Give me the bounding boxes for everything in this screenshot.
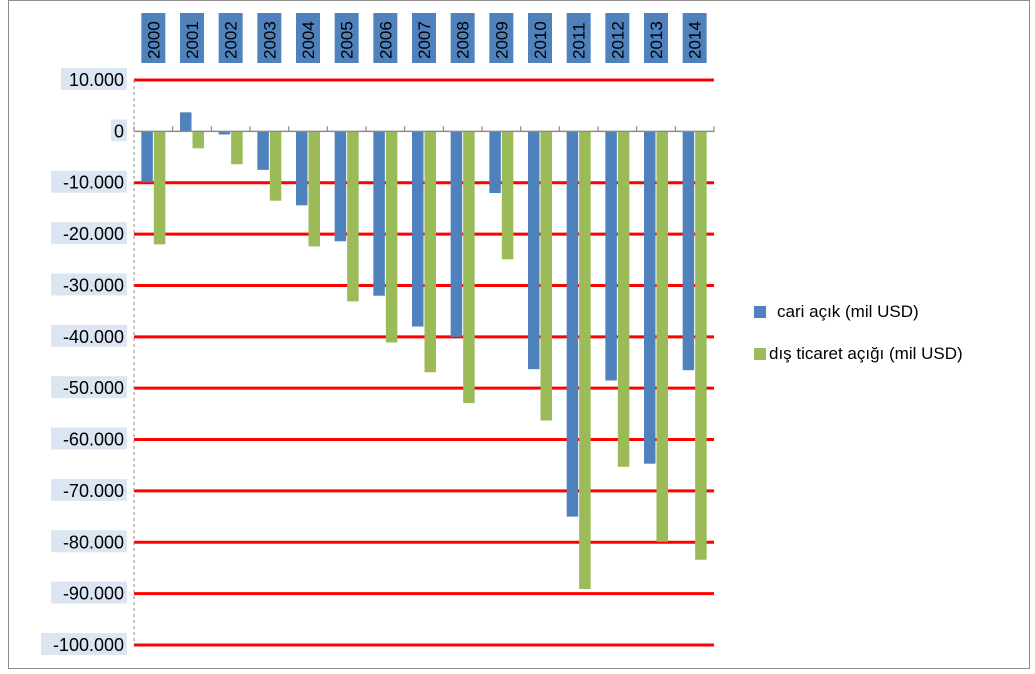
- bar: [682, 131, 695, 371]
- x-tick-label: 2009: [492, 21, 511, 59]
- x-tick-label-bg: [180, 13, 204, 63]
- bar: [373, 131, 385, 296]
- y-tick-label-bg: [51, 324, 127, 347]
- bar: [566, 131, 579, 517]
- legend-swatch: [754, 306, 766, 318]
- x-tick-label: 2013: [647, 21, 666, 59]
- bar: [463, 131, 475, 404]
- axes: [133, 80, 715, 645]
- x-tick-label-bg: [218, 13, 243, 63]
- y-tick-label: -90.000: [63, 584, 124, 604]
- y-tick-label-bg: [61, 68, 127, 90]
- y-tick-label: 10.000: [69, 70, 124, 90]
- y-tick-label-bg: [111, 119, 127, 142]
- y-tick-label-bg: [51, 170, 127, 193]
- bar: [605, 131, 617, 381]
- x-tick-label: 2001: [183, 21, 202, 59]
- y-tick-label-bg: [51, 222, 127, 245]
- y-tick-label: -10.000: [63, 173, 124, 193]
- legend-label: cari açık (mil USD): [777, 302, 919, 321]
- bar: [644, 131, 656, 464]
- bar: [296, 131, 308, 206]
- bar: [269, 131, 282, 201]
- bar: [347, 131, 359, 302]
- x-tick-label-bg: [334, 13, 359, 63]
- x-tick-label: 2003: [260, 21, 279, 59]
- x-tick-label-bg: [141, 13, 166, 63]
- x-tick-label: 2007: [415, 21, 434, 59]
- y-tick-label: -30.000: [63, 275, 124, 295]
- y-tick-label: -80.000: [63, 532, 124, 552]
- bar: [528, 131, 540, 370]
- y-tick-label-bg: [51, 478, 127, 501]
- y-tick-label-bg: [41, 633, 127, 655]
- x-tick-label: 2000: [144, 21, 163, 59]
- bar: [579, 131, 591, 590]
- x-tick-label: 2011: [570, 22, 589, 59]
- x-tick-label: 2005: [338, 21, 357, 59]
- bar: [695, 131, 707, 560]
- bar: [617, 131, 630, 467]
- bar: [385, 131, 398, 343]
- bar: [656, 131, 668, 542]
- bar: [540, 131, 552, 421]
- x-tick-label: 2012: [608, 21, 627, 59]
- x-tick-label: 2008: [454, 21, 473, 59]
- y-tick-label: -50.000: [63, 378, 124, 398]
- bars: [141, 112, 707, 590]
- y-tick-label: -70.000: [63, 481, 124, 501]
- x-tick-label-bg: [296, 13, 320, 63]
- y-tick-label: -100.000: [53, 635, 124, 655]
- y-tick-label-bg: [51, 427, 127, 450]
- y-tick-label: -20.000: [63, 224, 124, 244]
- bar: [180, 112, 192, 132]
- bar-chart: 10.000 0 -10.000 -20.000 -30.000 -40.000 -50.0…: [41, 13, 963, 655]
- bar: [501, 131, 514, 260]
- y-tick-label: -40.000: [63, 327, 124, 347]
- bar: [218, 131, 231, 135]
- y-tick-label-bg: [51, 581, 127, 604]
- y-tick-label-bg: [51, 530, 127, 553]
- x-tick-label: 2004: [299, 21, 318, 59]
- x-tick-label-bg: [566, 13, 591, 63]
- bar: [450, 131, 463, 337]
- x-tick-label: 2002: [222, 21, 241, 59]
- bar: [424, 131, 436, 373]
- x-axis-labels: 2000 2001 2002 2003 2004 2005 2006 2007 2008 2009…: [141, 13, 707, 63]
- bar: [141, 131, 153, 183]
- y-tick-label: 0: [114, 121, 124, 141]
- x-tick-label: 2006: [376, 21, 395, 59]
- legend-label: dış ticaret açığı (mil USD): [769, 344, 963, 363]
- legend: cari açık (mil USD) dış ticaret açığı (mi…: [754, 302, 963, 363]
- legend-swatch: [754, 348, 766, 360]
- x-tick-label-bg: [682, 13, 707, 63]
- x-tick-label-bg: [257, 13, 282, 63]
- y-axis-labels: 10.000 0 -10.000 -20.000 -30.000 -40.000 -50.0…: [41, 68, 127, 655]
- x-tick-label-bg: [528, 13, 552, 63]
- x-tick-label: 2014: [686, 21, 705, 59]
- y-tick-label: -60.000: [63, 430, 124, 450]
- y-tick-label-bg: [51, 376, 127, 399]
- x-tick-label-bg: [605, 13, 630, 63]
- bar: [489, 131, 501, 193]
- bar: [192, 131, 204, 149]
- bar: [257, 131, 269, 170]
- x-tick-label: 2010: [531, 21, 550, 59]
- y-tick-label-bg: [51, 273, 127, 296]
- gridlines: [134, 78, 714, 647]
- bar: [231, 131, 243, 165]
- x-tick-label-bg: [644, 13, 668, 63]
- bar: [153, 131, 166, 245]
- x-tick-label-bg: [450, 13, 475, 63]
- bar: [334, 131, 347, 242]
- chart-frame: 10.000 0 -10.000 -20.000 -30.000 -40.000 -50.0…: [8, 0, 1030, 669]
- bar: [412, 131, 424, 327]
- x-tick-label-bg: [373, 13, 398, 63]
- bar: [308, 131, 320, 247]
- x-tick-label-bg: [489, 13, 514, 63]
- x-tick-label-bg: [412, 13, 436, 63]
